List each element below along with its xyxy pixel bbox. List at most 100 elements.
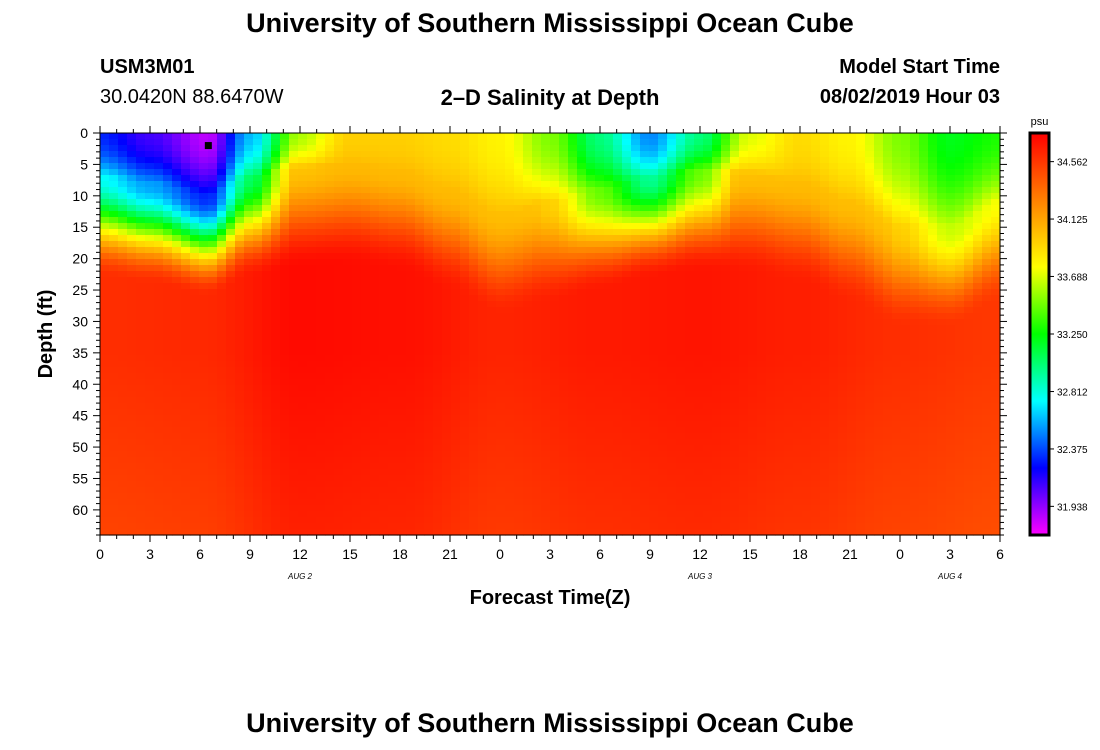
heatmap-cell bbox=[559, 331, 569, 338]
heatmap-cell bbox=[748, 187, 758, 194]
heatmap-cell bbox=[406, 169, 416, 176]
heatmap-cell bbox=[271, 205, 281, 212]
heatmap-cell bbox=[289, 331, 299, 338]
heatmap-cell bbox=[757, 367, 767, 374]
heatmap-cell bbox=[685, 145, 695, 152]
heatmap-cell bbox=[748, 355, 758, 362]
heatmap-cell bbox=[262, 193, 272, 200]
heatmap-cell bbox=[217, 175, 227, 182]
heatmap-cell bbox=[460, 265, 470, 272]
heatmap-cell bbox=[361, 211, 371, 218]
heatmap-cell bbox=[118, 511, 128, 518]
heatmap-cell bbox=[208, 211, 218, 218]
heatmap-cell bbox=[298, 157, 308, 164]
heatmap-cell bbox=[694, 433, 704, 440]
heatmap-cell bbox=[757, 517, 767, 524]
heatmap-cell bbox=[658, 403, 668, 410]
heatmap-cell bbox=[181, 223, 191, 230]
heatmap-cell bbox=[712, 517, 722, 524]
heatmap-cell bbox=[325, 319, 335, 326]
heatmap-cell bbox=[100, 157, 110, 164]
heatmap-cell bbox=[325, 313, 335, 320]
heatmap-cell bbox=[658, 415, 668, 422]
heatmap-cell bbox=[217, 283, 227, 290]
heatmap-cell bbox=[523, 361, 533, 368]
heatmap-cell bbox=[622, 505, 632, 512]
heatmap-cell bbox=[316, 493, 326, 500]
heatmap-cell bbox=[649, 421, 659, 428]
heatmap-cell bbox=[487, 319, 497, 326]
heatmap-cell bbox=[397, 403, 407, 410]
heatmap-cell bbox=[190, 163, 200, 170]
heatmap-cell bbox=[487, 259, 497, 266]
heatmap-cell bbox=[712, 283, 722, 290]
heatmap-cell bbox=[217, 379, 227, 386]
heatmap-cell bbox=[514, 511, 524, 518]
heatmap-cell bbox=[145, 529, 155, 536]
heatmap-cell bbox=[406, 487, 416, 494]
heatmap-cell bbox=[649, 241, 659, 248]
heatmap-cell bbox=[136, 313, 146, 320]
heatmap-cell bbox=[622, 331, 632, 338]
heatmap-cell bbox=[433, 133, 443, 140]
heatmap-cell bbox=[649, 193, 659, 200]
heatmap-cell bbox=[199, 223, 209, 230]
heatmap-cell bbox=[136, 349, 146, 356]
heatmap-cell bbox=[316, 163, 326, 170]
heatmap-cell bbox=[595, 289, 605, 296]
heatmap-cell bbox=[631, 487, 641, 494]
heatmap-cell bbox=[361, 175, 371, 182]
heatmap-cell bbox=[370, 433, 380, 440]
heatmap-cell bbox=[604, 451, 614, 458]
heatmap-cell bbox=[298, 463, 308, 470]
heatmap-cell bbox=[460, 169, 470, 176]
heatmap-cell bbox=[406, 235, 416, 242]
heatmap-cell bbox=[298, 523, 308, 530]
heatmap-cell bbox=[559, 475, 569, 482]
heatmap-cell bbox=[766, 151, 776, 158]
heatmap-cell bbox=[100, 145, 110, 152]
heatmap-cell bbox=[199, 367, 209, 374]
heatmap-cell bbox=[649, 325, 659, 332]
heatmap-cell bbox=[478, 529, 488, 536]
heatmap-cell bbox=[118, 337, 128, 344]
heatmap-cell bbox=[703, 229, 713, 236]
heatmap-cell bbox=[145, 145, 155, 152]
heatmap-cell bbox=[118, 157, 128, 164]
heatmap-cell bbox=[145, 295, 155, 302]
heatmap-cell bbox=[496, 169, 506, 176]
heatmap-cell bbox=[145, 229, 155, 236]
heatmap-cell bbox=[523, 463, 533, 470]
heatmap-cell bbox=[721, 379, 731, 386]
heatmap-cell bbox=[451, 163, 461, 170]
heatmap-cell bbox=[397, 373, 407, 380]
heatmap-cell bbox=[271, 151, 281, 158]
heatmap-cell bbox=[388, 259, 398, 266]
heatmap-cell bbox=[703, 133, 713, 140]
heatmap-cell bbox=[541, 235, 551, 242]
heatmap-cell bbox=[136, 463, 146, 470]
heatmap-cell bbox=[145, 445, 155, 452]
heatmap-cell bbox=[613, 403, 623, 410]
heatmap-cell bbox=[208, 445, 218, 452]
heatmap-cell bbox=[145, 163, 155, 170]
heatmap-cell bbox=[667, 145, 677, 152]
heatmap-cell bbox=[433, 493, 443, 500]
heatmap-cell bbox=[676, 379, 686, 386]
heatmap-cell bbox=[325, 457, 335, 464]
heatmap-cell bbox=[307, 379, 317, 386]
heatmap-cell bbox=[136, 373, 146, 380]
heatmap-cell bbox=[694, 295, 704, 302]
heatmap-cell bbox=[145, 349, 155, 356]
heatmap-cell bbox=[361, 361, 371, 368]
heatmap-cell bbox=[379, 283, 389, 290]
heatmap-cell bbox=[757, 403, 767, 410]
heatmap-cell bbox=[550, 373, 560, 380]
heatmap-cell bbox=[559, 367, 569, 374]
heatmap-cell bbox=[649, 529, 659, 536]
heatmap-cell bbox=[604, 259, 614, 266]
heatmap-cell bbox=[424, 247, 434, 254]
heatmap-cell bbox=[181, 505, 191, 512]
heatmap-cell bbox=[541, 145, 551, 152]
heatmap-cell bbox=[217, 211, 227, 218]
